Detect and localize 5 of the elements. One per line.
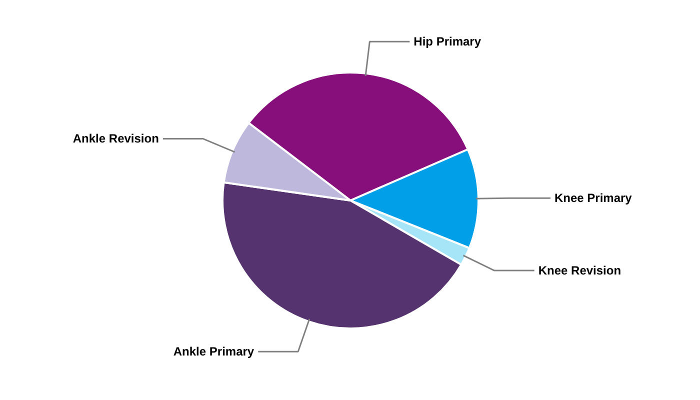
slice-label: Ankle Primary (173, 344, 254, 359)
slice-label: Hip Primary (414, 34, 482, 49)
slice-label: Knee Primary (554, 191, 632, 206)
slice-label: Knee Revision (538, 264, 622, 278)
slice-label: Ankle Revision (72, 132, 159, 146)
